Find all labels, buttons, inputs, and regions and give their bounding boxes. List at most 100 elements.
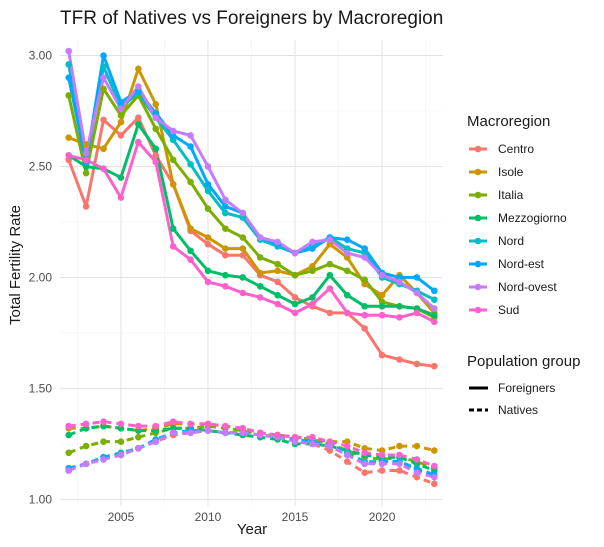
data-point-sud-natives bbox=[187, 420, 194, 428]
data-point-mezzogiorno-foreigners bbox=[291, 300, 299, 308]
data-point-italia-foreigners bbox=[65, 92, 73, 99]
data-point-mezzogiorno-foreigners bbox=[187, 247, 194, 255]
data-point-sud-foreigners bbox=[326, 285, 334, 292]
data-point-nord-ovest-foreigners bbox=[378, 271, 386, 279]
data-point-centro-foreigners bbox=[152, 152, 160, 159]
data-point-nord-ovest-foreigners bbox=[430, 305, 438, 312]
data-point-mezzogiorno-foreigners bbox=[135, 121, 142, 128]
data-point-centro-foreigners bbox=[222, 251, 229, 259]
data-point-mezzogiorno-foreigners bbox=[430, 311, 438, 319]
legend-key-point-sud bbox=[474, 306, 482, 314]
data-point-nord-ovest-foreigners bbox=[291, 249, 299, 257]
data-point-sud-natives bbox=[309, 433, 316, 441]
data-point-sud-natives bbox=[135, 422, 142, 430]
data-point-sud-foreigners bbox=[152, 158, 160, 166]
data-point-nord-est-foreigners bbox=[309, 245, 316, 252]
y-tick-label: 2.00 bbox=[29, 270, 53, 284]
data-point-centro-natives bbox=[378, 467, 386, 474]
data-point-isole-foreigners bbox=[204, 234, 212, 241]
data-point-italia-foreigners bbox=[239, 234, 247, 241]
data-point-italia-foreigners bbox=[169, 156, 177, 164]
data-point-nord-ovest-foreigners bbox=[274, 238, 281, 246]
data-point-mezzogiorno-foreigners bbox=[326, 271, 334, 279]
legend-label-centro: Centro bbox=[498, 142, 534, 156]
data-point-nord-ovest-foreigners bbox=[187, 132, 194, 139]
data-point-nord-ovest-natives bbox=[82, 460, 90, 468]
data-point-nord-est-foreigners bbox=[222, 203, 229, 210]
data-point-mezzogiorno-foreigners bbox=[396, 302, 403, 310]
data-point-sud-foreigners bbox=[65, 152, 73, 159]
x-tick-label: 2005 bbox=[108, 510, 135, 524]
data-point-sud-foreigners bbox=[361, 311, 368, 319]
series-line-centro-foreigners bbox=[67, 116, 435, 368]
legend-label-italia: Italia bbox=[498, 188, 524, 202]
data-point-isole-foreigners bbox=[187, 225, 194, 232]
data-point-nord-foreigners bbox=[100, 63, 107, 70]
data-point-sud-foreigners bbox=[82, 156, 90, 164]
data-point-italia-foreigners bbox=[274, 260, 281, 268]
data-point-centro-foreigners bbox=[204, 240, 212, 248]
data-point-sud-natives bbox=[169, 418, 177, 425]
data-point-sud-natives bbox=[117, 420, 125, 428]
data-point-nord-foreigners bbox=[65, 61, 73, 68]
data-point-nord-ovest-natives bbox=[135, 445, 142, 452]
data-point-nord-ovest-foreigners bbox=[117, 105, 125, 113]
data-point-nord-ovest-foreigners bbox=[152, 114, 160, 121]
data-point-nord-est-foreigners bbox=[117, 98, 125, 106]
data-point-italia-foreigners bbox=[117, 112, 125, 119]
data-point-mezzogiorno-foreigners bbox=[361, 302, 368, 310]
data-point-sud-foreigners bbox=[100, 165, 107, 173]
data-point-nord-ovest-natives bbox=[413, 469, 421, 477]
legend-label-sud: Sud bbox=[498, 303, 519, 317]
series-lines bbox=[67, 50, 436, 486]
data-point-isole-foreigners bbox=[256, 269, 264, 277]
data-point-isole-foreigners bbox=[222, 245, 229, 252]
data-point-sud-foreigners bbox=[291, 309, 299, 317]
data-point-nord-est-foreigners bbox=[361, 245, 368, 252]
legend-label-nord-est: Nord-est bbox=[498, 257, 545, 271]
data-point-nord-est-foreigners bbox=[413, 274, 421, 281]
data-point-sud-natives bbox=[413, 456, 421, 463]
data-point-nord-ovest-foreigners bbox=[135, 83, 142, 90]
data-point-sud-natives bbox=[361, 449, 368, 457]
data-point-nord-ovest-foreigners bbox=[343, 249, 351, 257]
data-point-centro-foreigners bbox=[274, 278, 281, 286]
data-point-nord-ovest-foreigners bbox=[204, 163, 212, 170]
data-point-italia-foreigners bbox=[326, 260, 334, 268]
data-point-sud-foreigners bbox=[413, 309, 421, 317]
data-point-centro-foreigners bbox=[430, 362, 438, 370]
legend-label-foreigners: Foreigners bbox=[498, 381, 555, 395]
y-tick-label: 2.50 bbox=[29, 159, 53, 173]
data-point-nord-est-foreigners bbox=[204, 180, 212, 188]
data-point-nord-est-foreigners bbox=[343, 236, 351, 244]
data-point-nord-ovest-natives bbox=[309, 440, 316, 448]
data-point-sud-foreigners bbox=[117, 194, 125, 201]
data-point-mezzogiorno-natives bbox=[65, 431, 73, 439]
data-point-italia-natives bbox=[135, 433, 142, 441]
data-point-italia-foreigners bbox=[187, 178, 194, 186]
legend-key-point-italia bbox=[474, 191, 482, 199]
data-point-isole-natives bbox=[413, 442, 421, 450]
x-axis-ticks: 2005 2010 2015 2020 bbox=[108, 510, 396, 524]
data-point-sud-foreigners bbox=[309, 300, 316, 308]
data-point-nord-est-foreigners bbox=[65, 74, 73, 82]
legend-key-point-isole bbox=[474, 168, 482, 176]
data-point-centro-foreigners bbox=[378, 351, 386, 359]
data-point-italia-natives bbox=[65, 449, 73, 457]
data-point-nord-foreigners bbox=[430, 296, 438, 303]
data-point-isole-foreigners bbox=[274, 267, 281, 275]
data-point-sud-foreigners bbox=[204, 278, 212, 286]
data-point-nord-est-foreigners bbox=[430, 287, 438, 295]
data-point-centro-foreigners bbox=[413, 360, 421, 368]
data-point-mezzogiorno-foreigners bbox=[152, 145, 160, 153]
data-point-nord-ovest-foreigners bbox=[82, 149, 90, 157]
data-point-sud-natives bbox=[65, 422, 73, 430]
data-point-centro-natives bbox=[430, 480, 438, 488]
data-point-centro-foreigners bbox=[82, 203, 90, 210]
legend-color-entries: Centro Isole Italia Mezzogiorno Nord Nord-est… bbox=[469, 142, 567, 317]
data-point-nord-est-foreigners bbox=[187, 143, 194, 150]
data-point-nord-foreigners bbox=[187, 160, 194, 168]
data-point-sud-foreigners bbox=[396, 314, 403, 321]
data-point-italia-foreigners bbox=[82, 169, 90, 177]
